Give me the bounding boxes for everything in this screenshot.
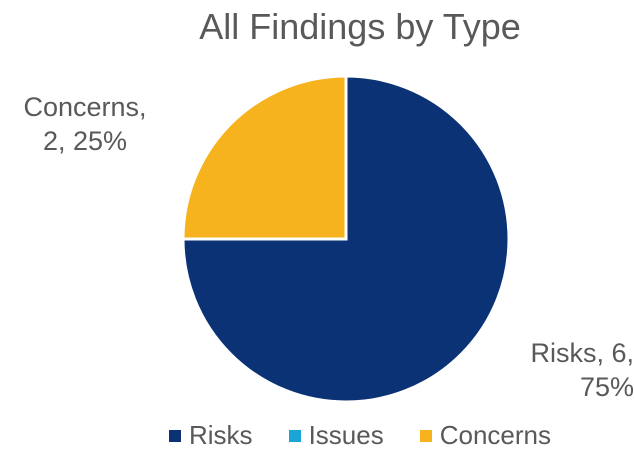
legend-item-concerns: Concerns xyxy=(419,420,551,451)
data-label-risks-line2: 75% xyxy=(579,372,634,402)
pie-slice-risks xyxy=(181,74,511,404)
legend-swatch-risks xyxy=(169,429,181,442)
data-label-concerns-line2: 2, 25% xyxy=(42,126,128,156)
pie-slice-concerns xyxy=(181,74,348,241)
data-label-risks: Risks, 6, 75% xyxy=(500,336,634,404)
legend-item-issues: Issues xyxy=(288,420,384,451)
legend-swatch-issues xyxy=(288,429,301,442)
data-label-risks-line1: Risks, 6, xyxy=(530,338,634,368)
data-label-concerns: Concerns, 2, 25% xyxy=(0,90,170,158)
legend-label-issues: Issues xyxy=(308,420,384,450)
legend-swatch-concerns xyxy=(419,429,432,442)
chart-title: All Findings by Type xyxy=(199,6,521,47)
legend-label-risks: Risks xyxy=(189,420,253,450)
chart-legend: Risks Issues Concerns xyxy=(0,420,634,451)
data-label-concerns-line1: Concerns, xyxy=(23,92,147,122)
legend-item-risks: Risks xyxy=(169,420,253,451)
legend-label-concerns: Concerns xyxy=(439,420,551,450)
